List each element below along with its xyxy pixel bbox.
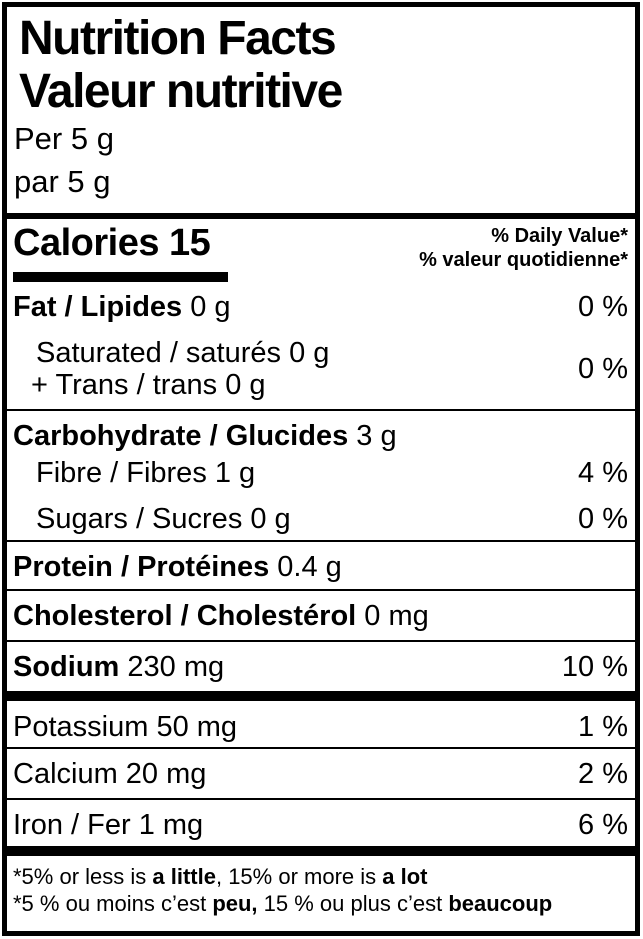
- footnote-fr-beaucoup: beaucoup: [448, 891, 553, 916]
- sodium-daily-value: 10 %: [561, 651, 628, 683]
- cholesterol-amount: 0 mg: [364, 600, 429, 632]
- row-trans-fat: + Trans / trans 0 g: [31, 369, 266, 401]
- row-saturated-fat: Saturated / saturés 0 g: [36, 337, 330, 369]
- sodium-potassium-thick-bar: [7, 691, 636, 701]
- row-sugars: Sugars / Sucres 0 g: [36, 503, 291, 535]
- serving-size-fr: par 5 g: [14, 164, 111, 199]
- calories-row: Calories 15: [13, 222, 211, 264]
- cholesterol-sodium-rule: [7, 640, 636, 642]
- iron-daily-value: 6 %: [578, 809, 628, 841]
- fibre-daily-value: 4 %: [578, 457, 628, 489]
- cholesterol-name: Cholesterol / Cholestérol: [13, 600, 357, 632]
- title-fr: Valeur nutritive: [19, 65, 343, 118]
- footnote-en: *5% or less is a little, 15% or more is …: [13, 864, 427, 889]
- calories-label: Calories: [13, 222, 159, 264]
- row-calcium: Calcium 20 mg: [13, 758, 207, 790]
- serving-size-en: Per 5 g: [14, 121, 114, 156]
- footnote-en-a-lot: a lot: [382, 864, 428, 889]
- carbohydrate-protein-rule: [7, 540, 636, 542]
- title-en: Nutrition Facts: [19, 12, 337, 65]
- footnote-fr-peu: peu,: [212, 891, 258, 916]
- sodium-amount: 230 mg: [127, 651, 225, 683]
- footnote-en-mid: , 15% or more is: [215, 864, 383, 889]
- calcium-iron-rule: [7, 798, 636, 800]
- fat-daily-value: 0 %: [578, 291, 628, 323]
- row-cholesterol: Cholesterol / Cholestérol 0 mg: [13, 600, 429, 632]
- sugars-daily-value: 0 %: [578, 503, 628, 535]
- daily-value-header: % Daily Value* % valeur quotidienne*: [419, 224, 628, 272]
- footnote-en-pre: *5% or less is: [13, 864, 153, 889]
- header-separator-rule: [7, 213, 636, 219]
- potassium-daily-value: 1 %: [578, 711, 628, 743]
- protein-amount: 0.4 g: [277, 551, 342, 583]
- footnote-en-a-little: a little: [152, 864, 216, 889]
- footnote-thick-bar: [7, 846, 636, 856]
- daily-value-header-fr: % valeur quotidienne*: [419, 249, 628, 271]
- saturated-trans-daily-value: 0 %: [578, 353, 628, 385]
- fat-name: Fat / Lipides: [13, 291, 183, 323]
- daily-value-header-en: % Daily Value*: [491, 225, 628, 247]
- row-fibre: Fibre / Fibres 1 g: [36, 457, 256, 489]
- fat-amount: 0 g: [190, 291, 231, 323]
- footnote-fr-mid: 15 % ou plus c’est: [257, 891, 449, 916]
- fat-carbohydrate-rule: [7, 409, 636, 411]
- potassium-calcium-rule: [7, 747, 636, 749]
- row-iron: Iron / Fer 1 mg: [13, 809, 204, 841]
- sodium-name: Sodium: [13, 651, 120, 683]
- carbohydrate-amount: 3 g: [356, 420, 397, 452]
- calories-value: 15: [169, 222, 211, 264]
- protein-cholesterol-rule: [7, 589, 636, 591]
- row-carbohydrate: Carbohydrate / Glucides 3 g: [13, 420, 397, 452]
- row-sodium: Sodium 230 mg: [13, 651, 224, 683]
- footnote-fr: *5 % ou moins c’est peu, 15 % ou plus c’…: [13, 891, 552, 916]
- row-potassium: Potassium 50 mg: [13, 711, 238, 743]
- carbohydrate-name: Carbohydrate / Glucides: [13, 420, 349, 452]
- calcium-daily-value: 2 %: [578, 758, 628, 790]
- footnote-fr-pre: *5 % ou moins c’est: [13, 891, 213, 916]
- calories-underline-bar: [13, 272, 228, 282]
- row-protein: Protein / Protéines 0.4 g: [13, 551, 342, 583]
- row-fat: Fat / Lipides 0 g: [13, 291, 231, 323]
- protein-name: Protein / Protéines: [13, 551, 270, 583]
